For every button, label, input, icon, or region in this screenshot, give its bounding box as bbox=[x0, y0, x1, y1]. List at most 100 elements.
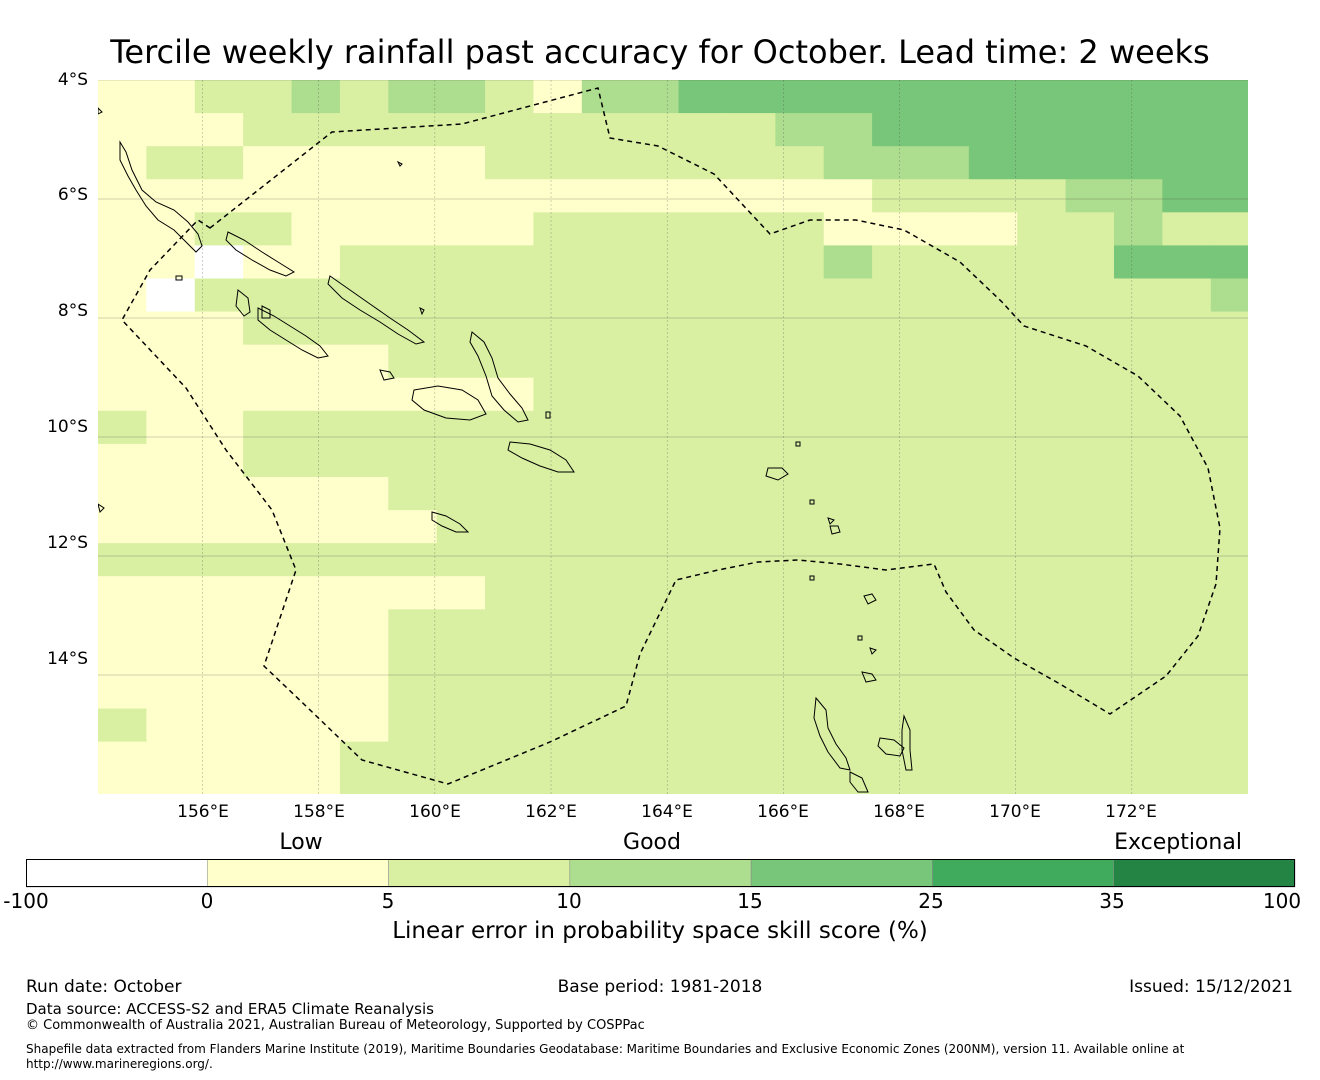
skill-cell bbox=[1162, 278, 1212, 313]
skill-cell bbox=[243, 576, 293, 610]
skill-cell bbox=[581, 245, 631, 280]
skill-cell bbox=[581, 113, 631, 147]
skill-cell bbox=[485, 212, 535, 247]
skill-cell bbox=[1114, 609, 1163, 643]
skill-map bbox=[98, 80, 1248, 794]
colorbar-tick-15: 15 bbox=[737, 889, 763, 913]
skill-cell bbox=[726, 543, 776, 577]
skill-cell bbox=[823, 113, 873, 147]
skill-cell bbox=[485, 476, 535, 511]
colorbar-segment bbox=[26, 859, 208, 888]
category-exceptional: Exceptional bbox=[1114, 830, 1242, 855]
skill-cell bbox=[1114, 311, 1163, 346]
skill-cell bbox=[823, 80, 873, 114]
skill-cell bbox=[339, 609, 389, 643]
skill-cell bbox=[1017, 576, 1067, 610]
skill-cell bbox=[388, 443, 438, 478]
skill-cell bbox=[194, 675, 244, 710]
lon-label-168e: 168°E bbox=[873, 802, 925, 822]
skill-cell bbox=[388, 675, 438, 710]
skill-cell bbox=[920, 774, 970, 794]
skill-cell bbox=[968, 410, 1018, 445]
coastline-makira bbox=[507, 441, 575, 473]
skill-cell bbox=[630, 113, 680, 147]
skill-cell bbox=[920, 80, 970, 114]
skill-cell bbox=[630, 212, 680, 247]
skill-cell bbox=[823, 443, 873, 478]
skill-cell bbox=[775, 741, 825, 776]
skill-cell bbox=[1017, 80, 1067, 114]
skill-cell bbox=[1210, 708, 1248, 743]
skill-cell bbox=[1017, 344, 1067, 379]
coastline-choiseul bbox=[225, 231, 296, 277]
coastline-small-4 bbox=[545, 411, 551, 419]
skill-cell bbox=[581, 212, 631, 247]
skill-cell bbox=[1065, 708, 1115, 743]
skill-cell bbox=[581, 774, 631, 794]
skill-cell bbox=[678, 741, 728, 776]
skill-cell bbox=[436, 576, 486, 610]
skill-cell bbox=[533, 675, 583, 710]
skill-cell bbox=[630, 708, 680, 743]
skill-cell bbox=[920, 443, 970, 478]
coastline-vanua-lava bbox=[863, 593, 877, 605]
data-source: Data source: ACCESS-S2 and ERA5 Climate … bbox=[26, 1000, 434, 1018]
skill-cell bbox=[533, 609, 583, 643]
colorbar-segment bbox=[207, 859, 389, 888]
skill-cell bbox=[1114, 179, 1163, 213]
skill-cell bbox=[388, 576, 438, 610]
skill-cell bbox=[291, 245, 341, 280]
skill-cell bbox=[630, 344, 680, 379]
skill-cell bbox=[726, 179, 776, 213]
run-date: Run date: October bbox=[26, 977, 182, 997]
skill-cell bbox=[533, 377, 583, 412]
skill-cell bbox=[1017, 245, 1067, 280]
skill-cell bbox=[872, 344, 922, 379]
skill-cell bbox=[968, 311, 1018, 346]
colorbar-title: Linear error in probability space skill … bbox=[392, 918, 928, 944]
skill-cell bbox=[1065, 410, 1115, 445]
skill-cell bbox=[1210, 377, 1248, 412]
skill-cell bbox=[726, 708, 776, 743]
skill-cell bbox=[339, 543, 389, 577]
skill-cell bbox=[291, 113, 341, 147]
skill-cell bbox=[194, 609, 244, 643]
skill-cell bbox=[436, 543, 486, 577]
skill-cell bbox=[1162, 179, 1212, 213]
skill-cell bbox=[678, 245, 728, 280]
skill-cell bbox=[1017, 179, 1067, 213]
skill-cell bbox=[1065, 311, 1115, 346]
skill-cell bbox=[968, 377, 1018, 412]
skill-cell bbox=[823, 708, 873, 743]
coastline-small-12 bbox=[396, 160, 403, 167]
skill-cell bbox=[98, 576, 147, 610]
skill-cell bbox=[1065, 179, 1115, 213]
skill-cell bbox=[194, 113, 244, 147]
skill-cell bbox=[726, 113, 776, 147]
skill-cell bbox=[581, 642, 631, 677]
skill-cell bbox=[485, 774, 535, 794]
skill-cell bbox=[920, 510, 970, 544]
skill-cell bbox=[485, 179, 535, 213]
skill-cell bbox=[194, 576, 244, 610]
coastline-santa-cruz bbox=[765, 467, 789, 481]
skill-cell bbox=[533, 245, 583, 280]
skill-cell bbox=[388, 741, 438, 776]
skill-cell bbox=[872, 708, 922, 743]
skill-cell bbox=[291, 609, 341, 643]
skill-cell bbox=[388, 609, 438, 643]
skill-cell bbox=[920, 410, 970, 445]
skill-cell bbox=[1017, 708, 1067, 743]
skill-cell bbox=[243, 543, 293, 577]
skill-cell bbox=[291, 212, 341, 247]
skill-cell bbox=[823, 642, 873, 677]
skill-cell bbox=[823, 278, 873, 313]
skill-cell bbox=[823, 377, 873, 412]
skill-cell bbox=[678, 179, 728, 213]
skill-cell bbox=[98, 344, 147, 379]
lon-label-170e: 170°E bbox=[989, 802, 1041, 822]
skill-cell bbox=[243, 80, 293, 114]
colorbar-tick-10: 10 bbox=[556, 889, 582, 913]
skill-cell bbox=[98, 245, 147, 280]
skill-cell bbox=[1210, 278, 1248, 313]
